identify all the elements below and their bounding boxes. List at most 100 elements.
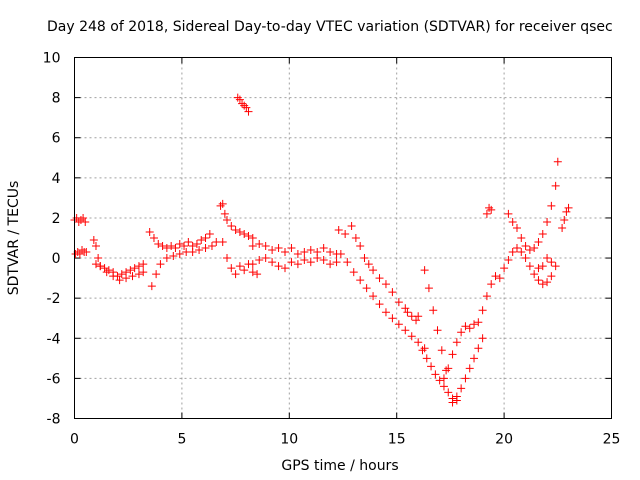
x-tick-label: 0 <box>70 432 79 448</box>
data-point <box>139 260 148 269</box>
data-point <box>474 318 483 327</box>
data-point <box>231 270 240 279</box>
data-point <box>130 264 139 273</box>
data-point <box>457 384 466 393</box>
data-point <box>233 93 242 102</box>
data-point <box>281 248 290 257</box>
data-point <box>495 274 504 283</box>
data-point <box>482 209 491 218</box>
data-point <box>403 308 412 317</box>
data-point <box>201 244 210 253</box>
data-point <box>470 320 479 329</box>
x-tick-labels: 0 5 10 15 20 25 <box>70 432 620 448</box>
data-point <box>231 225 240 234</box>
data-point <box>169 252 178 261</box>
data-point <box>375 274 384 283</box>
data-point <box>96 262 105 271</box>
data-point <box>274 262 283 271</box>
data-point <box>347 221 356 230</box>
x-tick-label: 20 <box>495 432 513 448</box>
data-point <box>465 364 474 373</box>
data-point <box>465 324 474 333</box>
x-tick-label: 15 <box>388 432 406 448</box>
data-point <box>474 344 483 353</box>
data-point <box>145 227 154 236</box>
series-arc-v <box>504 157 562 255</box>
data-point <box>401 304 410 313</box>
data-point <box>500 264 509 273</box>
data-point <box>287 258 296 267</box>
data-point <box>470 354 479 363</box>
data-point <box>420 266 429 275</box>
data-points <box>70 93 573 407</box>
data-point <box>156 260 165 269</box>
data-point <box>388 288 397 297</box>
data-point <box>407 332 416 341</box>
data-point <box>100 264 109 273</box>
data-point <box>381 280 390 289</box>
data-point <box>491 272 500 281</box>
data-point <box>306 246 315 255</box>
data-point <box>534 238 543 247</box>
series-arc-l <box>334 221 410 313</box>
data-point <box>525 262 534 271</box>
data-point <box>188 248 197 257</box>
data-point <box>109 272 118 281</box>
data-point <box>300 248 309 257</box>
y-tick-label: 0 <box>52 251 61 267</box>
data-point <box>218 238 227 247</box>
data-point <box>401 326 410 335</box>
data-point <box>293 250 302 259</box>
data-point <box>147 282 156 291</box>
data-point <box>75 250 84 259</box>
data-point <box>512 223 521 232</box>
series-arc-i <box>233 93 253 116</box>
data-point <box>431 370 440 379</box>
data-point <box>300 256 309 265</box>
y-tick-label: 10 <box>43 51 61 67</box>
data-point <box>205 229 214 238</box>
series-arc-x <box>558 203 573 232</box>
data-point <box>461 322 470 331</box>
data-point <box>207 242 216 251</box>
data-point <box>82 248 91 257</box>
data-point <box>326 248 335 257</box>
data-point <box>268 258 277 267</box>
data-point <box>175 250 184 259</box>
data-point <box>175 240 184 249</box>
data-point <box>420 344 429 353</box>
data-point <box>240 229 249 238</box>
data-point <box>332 258 341 267</box>
series-arc-w <box>534 254 560 273</box>
data-point <box>326 260 335 269</box>
y-tick-label: 8 <box>52 91 61 107</box>
data-point <box>242 103 251 112</box>
series-arc-j <box>248 240 341 259</box>
data-point <box>162 254 171 263</box>
data-point <box>248 268 257 277</box>
data-point <box>362 284 371 293</box>
data-point <box>167 242 176 251</box>
x-tick-label: 5 <box>177 432 186 448</box>
data-point <box>551 181 560 190</box>
data-point <box>152 270 161 279</box>
data-point <box>235 95 244 104</box>
data-point <box>76 215 85 224</box>
data-point <box>534 276 543 285</box>
data-point <box>319 244 328 253</box>
data-point <box>547 201 556 210</box>
y-tick-label: -4 <box>47 331 61 347</box>
data-point <box>248 260 257 269</box>
data-point <box>195 246 204 255</box>
data-point <box>521 242 530 251</box>
series-arc-e <box>145 227 214 253</box>
series-arc-f <box>147 238 221 291</box>
data-point <box>457 328 466 337</box>
data-point <box>227 221 236 230</box>
data-point <box>162 244 171 253</box>
data-point <box>253 270 262 279</box>
data-point <box>115 276 124 285</box>
data-point <box>448 398 457 407</box>
data-point <box>139 268 148 277</box>
